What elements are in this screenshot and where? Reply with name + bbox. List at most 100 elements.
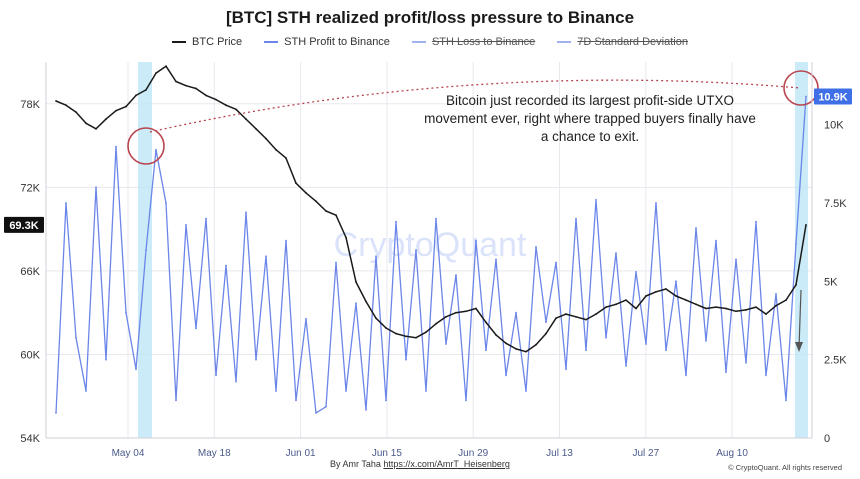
y-left-tick-label: 72K: [20, 182, 40, 194]
sth-profit-point: [425, 390, 427, 392]
value-badges: 69.3K 10.9K: [4, 88, 852, 233]
x-tick-label: Jun 29: [458, 448, 488, 459]
legend-swatch-sth-profit: [264, 41, 279, 43]
sth-profit-point: [95, 186, 97, 189]
btc-price-point: [775, 304, 777, 307]
y-right-tick-label: 5K: [824, 276, 838, 288]
btc-price-point: [785, 299, 787, 302]
sth-profit-point: [695, 227, 697, 229]
sth-profit-point: [655, 202, 657, 204]
sth-profit-point: [745, 361, 747, 364]
btc-price-point: [305, 192, 307, 194]
btc-price-point: [715, 306, 717, 308]
btc-price-point: [495, 334, 497, 336]
sth-profit-point: [765, 374, 767, 377]
x-tick-label: May 18: [198, 448, 231, 459]
btc-price-point: [655, 290, 657, 293]
sth-profit-point: [255, 358, 257, 361]
sth-profit-point: [725, 371, 727, 374]
btc-price-point: [95, 127, 97, 130]
btc-price-point: [405, 335, 407, 338]
btc-price-point: [275, 148, 277, 151]
sth-profit-point: [535, 245, 537, 248]
btc-price-point: [185, 84, 187, 87]
profit-badge-bg: [814, 88, 852, 105]
legend: BTC Price STH Profit to Binance STH Loss…: [0, 36, 860, 48]
legend-label: 7D Standard Deviation: [577, 36, 688, 48]
sth-profit-point: [105, 358, 107, 361]
legend-swatch-7d-std-dev: [557, 41, 572, 43]
legend-item-sth-profit[interactable]: STH Profit to Binance: [264, 36, 390, 48]
sth-profit-point: [715, 239, 717, 242]
y-left-tick-label: 54K: [20, 433, 40, 445]
btc-price-point: [215, 98, 217, 101]
y-left-tick-label: 60K: [20, 349, 40, 361]
sth-profit-point: [155, 148, 157, 151]
sth-profit-point: [125, 311, 127, 314]
sth-profit-point: [375, 255, 377, 258]
legend-item-sth-loss[interactable]: STH Loss to Binance: [411, 36, 535, 48]
profit-badge-label: 10.9K: [818, 91, 847, 103]
sth-profit-point: [205, 217, 207, 220]
btc-price-point: [565, 313, 567, 315]
sth-profit-point: [65, 202, 67, 204]
price-badge-label: 69.3K: [9, 220, 38, 232]
btc-price-point: [75, 111, 77, 114]
btc-price-point: [705, 307, 707, 310]
sth-profit-point: [395, 220, 397, 223]
btc-price-point: [55, 100, 57, 102]
btc-price-point: [85, 122, 87, 125]
x-tick-label: Jun 15: [372, 448, 402, 459]
sth-profit-point: [235, 380, 237, 383]
sth-profit-point: [515, 311, 517, 314]
x-tick-label: Aug 10: [716, 448, 748, 459]
sth-profit-point: [175, 399, 177, 402]
btc-price-point: [135, 94, 137, 97]
btc-price-point: [735, 310, 737, 313]
chart-title: [BTC] STH realized profit/loss pressure …: [225, 8, 635, 27]
annotation-text: Bitcoin just recorded its largest profit…: [424, 93, 756, 144]
btc-price-point: [625, 299, 627, 302]
btc-price-point: [695, 303, 697, 306]
legend-item-btc-price[interactable]: BTC Price: [172, 36, 242, 48]
sth-profit-point: [305, 318, 307, 320]
footer-credit: By Amr Taha https://x.com/AmrT_Heisenber…: [330, 459, 510, 469]
btc-price-point: [255, 127, 257, 130]
btc-price-point: [195, 87, 197, 90]
highlight-circle-aug: [783, 70, 819, 106]
btc-price-point: [265, 137, 267, 140]
btc-price-point: [125, 105, 127, 108]
btc-price-point: [105, 118, 107, 120]
btc-price-point: [295, 182, 297, 185]
sth-profit-point: [555, 261, 557, 264]
sth-profit-point: [595, 198, 597, 201]
legend-item-7d-std-dev[interactable]: 7D Standard Deviation: [557, 36, 688, 48]
annotation-connector: [127, 70, 819, 352]
btc-price-point: [375, 317, 377, 320]
sth-profit-point: [575, 217, 577, 220]
btc-price-point: [205, 94, 207, 97]
watermark: CryptoQuant: [334, 226, 527, 264]
y-left-tick-label: 78K: [20, 99, 40, 111]
btc-price-point: [315, 200, 317, 203]
btc-price-point: [65, 104, 67, 107]
btc-price-point: [745, 308, 747, 311]
x-tick-label: Jul 13: [546, 448, 573, 459]
btc-price-point: [505, 342, 507, 345]
btc-price-point: [225, 104, 227, 107]
btc-price-point: [805, 224, 807, 226]
sth-profit-point: [735, 258, 737, 261]
axes: 78K 72K 66K 60K 54K 10K 7.5K 5K 2.5K 0 May 04 May 1…: [20, 62, 847, 459]
sth-profit-point: [245, 211, 247, 214]
sth-profit-point: [755, 220, 757, 223]
author-link[interactable]: https://x.com/AmrT_Heisenberg: [383, 459, 510, 469]
sth-profit-point: [365, 408, 367, 411]
btc-price-point: [335, 214, 337, 217]
btc-price-point: [795, 283, 797, 286]
sth-profit-point: [465, 399, 467, 402]
y-right-tick-label: 2.5K: [824, 355, 847, 367]
sth-profit-point: [775, 292, 777, 295]
btc-price-point: [445, 315, 447, 318]
sth-profit-point: [195, 327, 197, 330]
sth-profit-point: [135, 368, 137, 370]
